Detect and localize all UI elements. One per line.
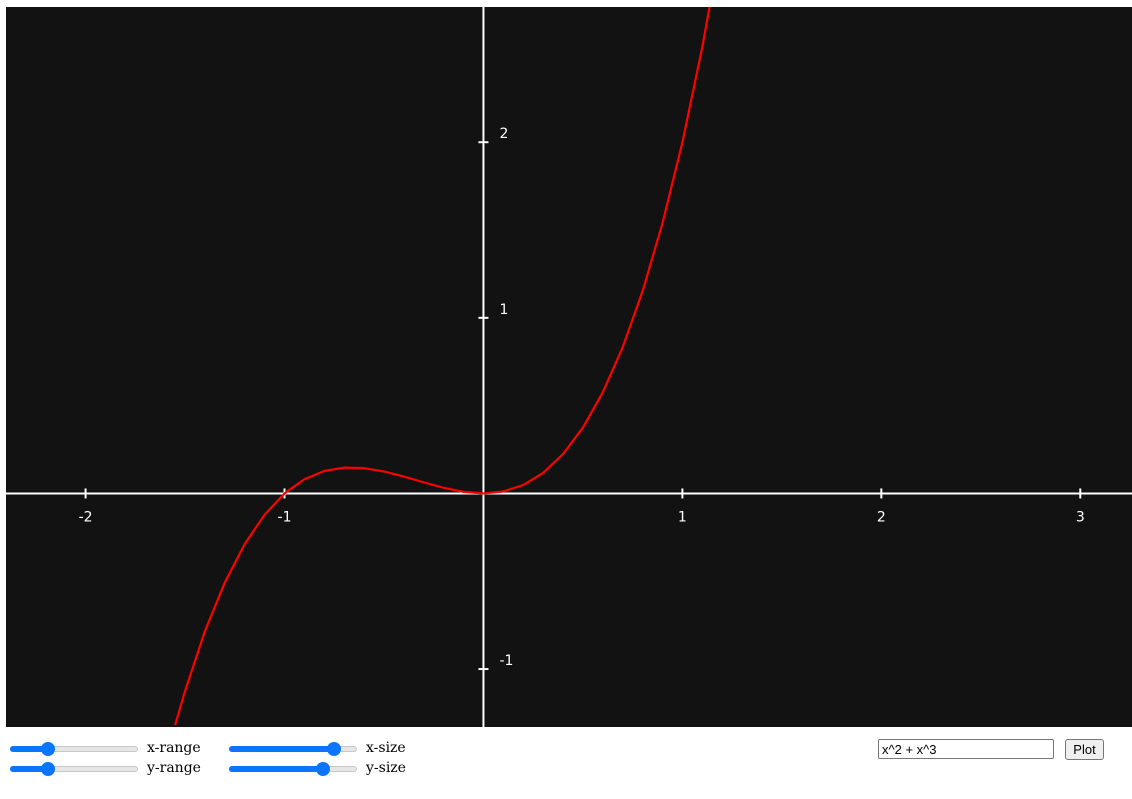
slider-fill xyxy=(10,746,48,752)
y-range-label: y-range xyxy=(147,760,201,776)
function-curve xyxy=(174,7,711,726)
y-size-label: y-size xyxy=(366,760,406,776)
plot-svg: -2 -1 1 2 3 2 1 -1 xyxy=(6,7,1132,727)
plot-canvas[interactable]: -2 -1 1 2 3 2 1 -1 xyxy=(6,7,1132,727)
y-tick-label: 1 xyxy=(499,302,508,318)
x-tick-label: 1 xyxy=(678,509,687,525)
slider-thumb[interactable] xyxy=(40,762,55,776)
y-tick-label: 2 xyxy=(499,126,508,142)
y-tick-label: -1 xyxy=(499,653,513,669)
slider-fill xyxy=(229,746,335,752)
y-size-slider[interactable] xyxy=(229,761,357,777)
y-range-slider[interactable] xyxy=(10,761,138,777)
expression-input[interactable] xyxy=(878,739,1054,759)
x-size-slider[interactable] xyxy=(229,741,357,757)
x-range-label: x-range xyxy=(147,740,201,756)
x-tick-label: 3 xyxy=(1076,509,1085,525)
slider-thumb[interactable] xyxy=(327,742,342,756)
x-tick-label: -1 xyxy=(278,509,292,525)
slider-thumb[interactable] xyxy=(315,762,330,776)
plot-button[interactable]: Plot xyxy=(1065,739,1104,760)
slider-thumb[interactable] xyxy=(40,742,55,756)
x-tick-label: 2 xyxy=(877,509,886,525)
x-range-slider[interactable] xyxy=(10,741,138,757)
slider-fill xyxy=(229,766,323,772)
slider-fill xyxy=(10,766,48,772)
x-size-label: x-size xyxy=(366,740,406,756)
x-tick-label: -2 xyxy=(79,509,93,525)
